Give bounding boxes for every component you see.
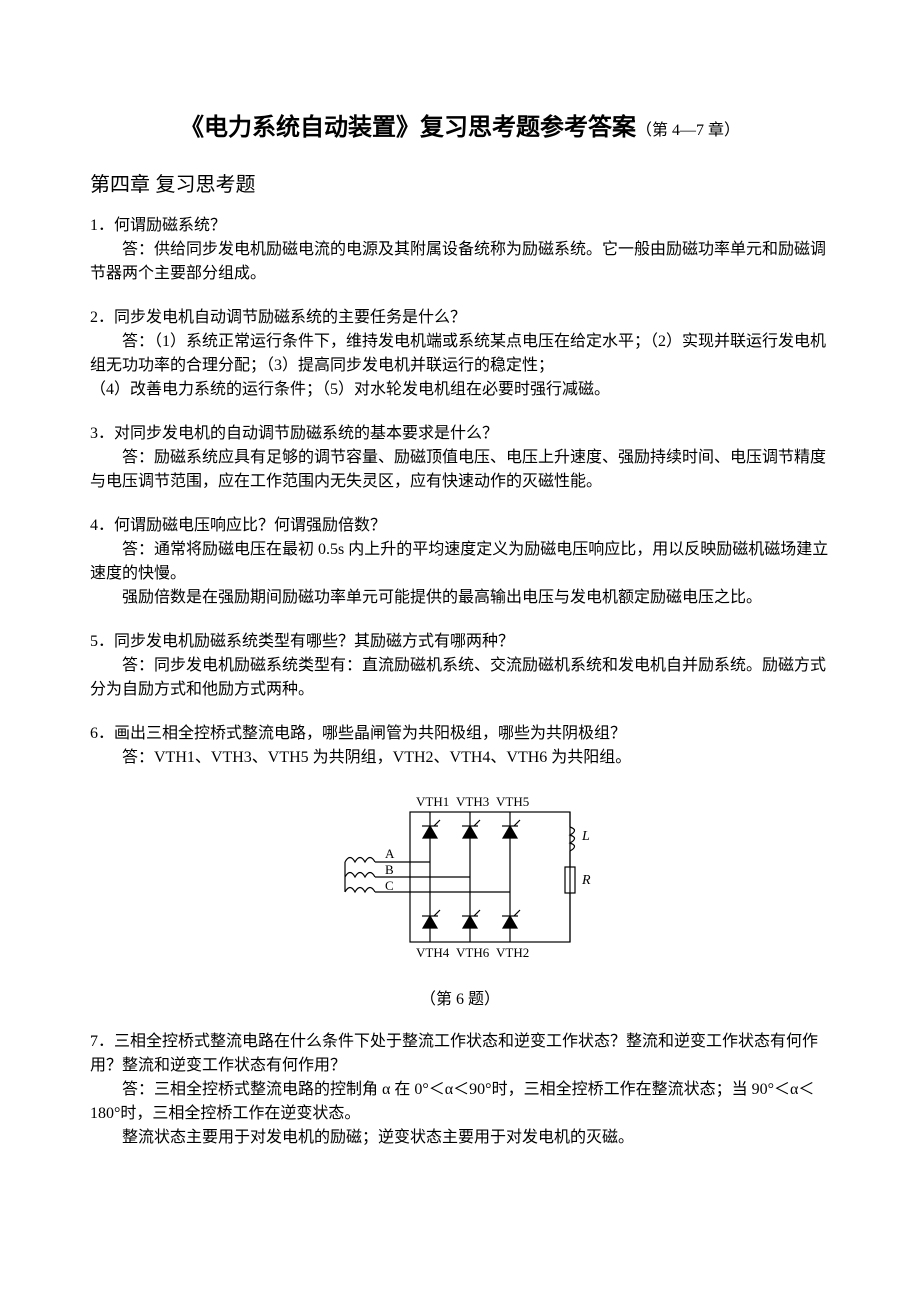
- qa-block: 6．画出三相全控桥式整流电路，哪些晶闸管为共阳极组，哪些为共阴极组？ 答：VTH…: [90, 722, 830, 770]
- question-text: 1．何谓励磁系统？: [90, 214, 830, 238]
- qa-block: 1．何谓励磁系统？ 答：供给同步发电机励磁电流的电源及其附属设备统称为励磁系统。…: [90, 214, 830, 286]
- answer-text: 答：VTH1、VTH3、VTH5 为共阴组，VTH2、VTH4、VTH6 为共阳…: [90, 746, 830, 770]
- answer-text: 答：三相全控桥式整流电路的控制角 α 在 0°＜α＜90°时，三相全控桥工作在整…: [90, 1078, 830, 1126]
- title-main: 《电力系统自动装置》复习思考题参考答案: [180, 115, 636, 141]
- thyristor-label: VTH1: [416, 794, 449, 809]
- question-text: 6．画出三相全控桥式整流电路，哪些晶闸管为共阳极组，哪些为共阴极组？: [90, 722, 830, 746]
- qa-block: 3．对同步发电机的自动调节励磁系统的基本要求是什么？ 答：励磁系统应具有足够的调…: [90, 422, 830, 494]
- answer-text: 整流状态主要用于对发电机的励磁；逆变状态主要用于对发电机的灭磁。: [90, 1126, 830, 1150]
- qa-block: 7．三相全控桥式整流电路在什么条件下处于整流工作状态和逆变工作状态？整流和逆变工…: [90, 1030, 830, 1150]
- phase-label: B: [385, 862, 394, 877]
- figure-caption: （第 6 题）: [90, 988, 830, 1012]
- qa-block: 5．同步发电机励磁系统类型有哪些？其励磁方式有哪两种？ 答：同步发电机励磁系统类…: [90, 630, 830, 702]
- question-text: 7．三相全控桥式整流电路在什么条件下处于整流工作状态和逆变工作状态？整流和逆变工…: [90, 1030, 830, 1078]
- thyristor-label: VTH2: [496, 945, 529, 960]
- answer-text: 答：同步发电机励磁系统类型有：直流励磁机系统、交流励磁机系统和发电机自并励系统。…: [90, 654, 830, 702]
- document-title: 《电力系统自动装置》复习思考题参考答案（第 4—7 章）: [90, 110, 830, 146]
- inductor-label: L: [581, 829, 590, 844]
- question-text: 5．同步发电机励磁系统类型有哪些？其励磁方式有哪两种？: [90, 630, 830, 654]
- resistor-label: R: [581, 873, 591, 888]
- phase-label: A: [385, 846, 395, 861]
- phase-label: C: [385, 878, 394, 893]
- thyristor-label: VTH4: [416, 945, 450, 960]
- title-suffix: （第 4—7 章）: [636, 122, 740, 139]
- answer-text: 强励倍数是在强励期间励磁功率单元可能提供的最高输出电压与发电机额定励磁电压之比。: [90, 586, 830, 610]
- answer-text: 答：（1）系统正常运行条件下，维持发电机端或系统某点电压在给定水平；（2）实现并…: [90, 330, 830, 378]
- qa-block: 2．同步发电机自动调节励磁系统的主要任务是什么？ 答：（1）系统正常运行条件下，…: [90, 306, 830, 402]
- question-text: 4．何谓励磁电压响应比？何谓强励倍数？: [90, 514, 830, 538]
- thyristor-label: VTH5: [496, 794, 529, 809]
- answer-text: 答：通常将励磁电压在最初 0.5s 内上升的平均速度定义为励磁电压响应比，用以反…: [90, 538, 830, 586]
- question-text: 3．对同步发电机的自动调节励磁系统的基本要求是什么？: [90, 422, 830, 446]
- chapter-heading: 第四章 复习思考题: [90, 170, 830, 200]
- qa-block: 4．何谓励磁电压响应比？何谓强励倍数？ 答：通常将励磁电压在最初 0.5s 内上…: [90, 514, 830, 610]
- answer-text: 答：供给同步发电机励磁电流的电源及其附属设备统称为励磁系统。它一般由励磁功率单元…: [90, 238, 830, 286]
- circuit-figure: VTH1 VTH3 VTH5 VTH4 VTH6 VTH2 A B C L R: [90, 782, 830, 980]
- thyristor-label: VTH3: [456, 794, 489, 809]
- answer-text-cont: （4）改善电力系统的运行条件；（5）对水轮发电机组在必要时强行减磁。: [90, 378, 830, 402]
- thyristor-label: VTH6: [456, 945, 490, 960]
- answer-text: 答：励磁系统应具有足够的调节容量、励磁顶值电压、电压上升速度、强励持续时间、电压…: [90, 446, 830, 494]
- bridge-rectifier-svg: VTH1 VTH3 VTH5 VTH4 VTH6 VTH2 A B C L R: [310, 782, 610, 972]
- question-text: 2．同步发电机自动调节励磁系统的主要任务是什么？: [90, 306, 830, 330]
